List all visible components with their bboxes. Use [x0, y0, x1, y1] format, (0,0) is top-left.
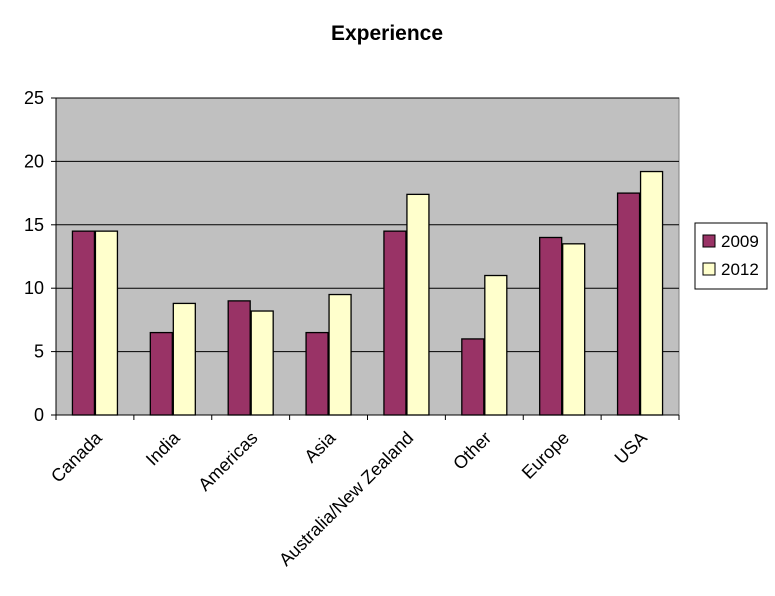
- bar-2012-india: [172, 302, 196, 416]
- x-tick-label: Australia/New Zealand: [275, 428, 417, 570]
- legend-label-2009: 2009: [721, 232, 759, 251]
- plot-area: [55, 97, 680, 416]
- x-tick-label: USA: [611, 428, 651, 468]
- bar-2012-australia-new-zealand: [406, 193, 430, 416]
- bar-2009-australia-new-zealand: [383, 230, 407, 416]
- x-tick-label: Other: [449, 428, 495, 474]
- bar-2012-asia: [328, 293, 352, 416]
- y-tick-label: 10: [24, 278, 44, 298]
- y-tick-label: 0: [34, 405, 44, 425]
- bar-2012-europe: [562, 243, 586, 416]
- x-tick-label: Americas: [194, 428, 261, 495]
- bar-2012-usa: [639, 170, 664, 416]
- x-tick-label: Asia: [300, 427, 340, 467]
- bar-2012-americas: [250, 310, 274, 416]
- legend-label-2012: 2012: [721, 260, 759, 279]
- bar-2009-usa: [616, 192, 641, 416]
- x-tick-label: Canada: [47, 427, 106, 486]
- bar-2009-asia: [305, 331, 329, 416]
- legend-swatch-2012: [702, 262, 716, 276]
- bar-2009-other: [461, 338, 485, 416]
- y-tick-label: 5: [34, 342, 44, 362]
- bar-2009-americas: [227, 300, 251, 416]
- bar-2009-europe: [539, 236, 563, 416]
- chart-title: Experience: [331, 22, 443, 45]
- bar-2012-canada: [94, 230, 119, 416]
- x-tick-label: India: [142, 427, 184, 469]
- legend-swatch-2009: [702, 234, 716, 248]
- bar-2012-other: [484, 274, 508, 416]
- bar-2009-canada: [71, 230, 96, 416]
- legend: 2009 2012: [694, 222, 768, 290]
- x-tick-label: Europe: [518, 428, 573, 483]
- bar-2009-india: [149, 331, 173, 416]
- legend-box: [694, 222, 768, 290]
- y-tick-label: 20: [24, 151, 44, 171]
- y-tick-label: 15: [24, 215, 44, 235]
- y-axis-ticks: 0 5 10 15 20 25: [24, 88, 56, 425]
- y-tick-label: 25: [24, 88, 44, 108]
